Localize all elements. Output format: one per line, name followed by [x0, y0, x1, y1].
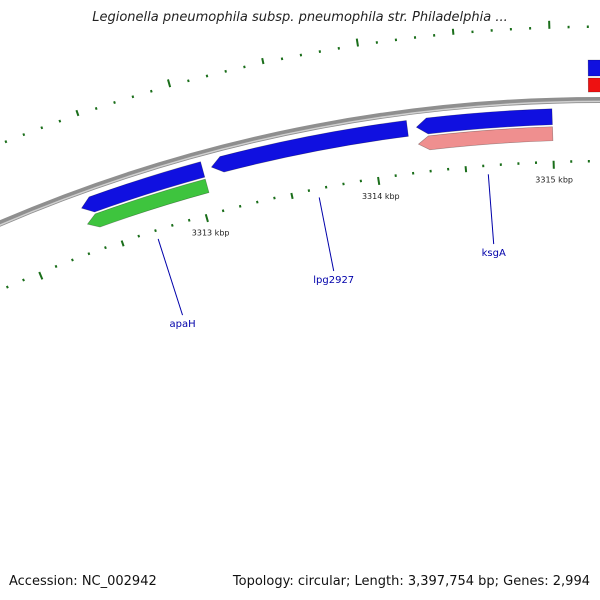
scale-tick — [131, 95, 135, 99]
gene-arrow-ksgA — [415, 108, 553, 135]
gene-arrow-panD-cds — [587, 77, 600, 93]
scale-tick — [4, 140, 8, 144]
scale-tick — [75, 109, 80, 117]
scale-tick — [187, 79, 190, 83]
scale-tick — [187, 218, 191, 222]
scale-tick — [38, 271, 44, 280]
scale-tick — [154, 229, 157, 233]
scale-tick — [120, 240, 125, 247]
genome-summary-text: Topology: circular; Length: 3,397,754 bp… — [232, 574, 590, 589]
scale-tick — [205, 74, 209, 78]
scale-tick — [204, 213, 209, 223]
genome-backbone-highlight — [0, 100, 600, 226]
scale-tick — [58, 119, 62, 123]
scale-tick — [40, 126, 44, 130]
scale-tick — [71, 258, 74, 262]
scale-tick — [238, 204, 242, 208]
scale-tick — [221, 209, 225, 213]
scale-tick — [224, 69, 227, 73]
gene-label-apaH: apaH — [169, 319, 195, 330]
scale-tick — [22, 278, 25, 282]
scale-tick — [290, 192, 294, 200]
scale-tick — [5, 285, 9, 289]
scale-tick — [273, 196, 276, 200]
scale-tick — [256, 200, 259, 204]
gene-arrow-apaH — [81, 161, 206, 213]
scale-label: 3313 kbp — [192, 229, 230, 238]
gene-arrow-apaH-cds — [86, 178, 210, 228]
gene-labels: apaHlpg2927ksgApanDtatClpg2931ubiByigC — [157, 174, 506, 330]
gene-arrow-ksgA-cds — [417, 126, 554, 151]
scale-tick — [137, 234, 141, 238]
scale-tick — [54, 264, 58, 268]
scale-label: 3314 kbp — [362, 192, 400, 201]
scale-tick — [355, 38, 359, 47]
scale-label: 3315 kbp — [535, 176, 573, 185]
scale-tick — [22, 133, 26, 137]
scale-tick — [113, 101, 116, 105]
leader-line — [318, 197, 335, 272]
gene-track — [81, 59, 600, 228]
scale-tick — [451, 28, 455, 35]
gene-label-lpg2927: lpg2927 — [313, 275, 354, 286]
scale-tick — [167, 79, 172, 88]
gene-label-ksgA: ksgA — [482, 248, 506, 259]
outer-tick-ring — [4, 20, 589, 144]
scale-tick — [149, 89, 153, 93]
scale-tick — [261, 57, 265, 65]
accession-text: Accession: NC_002942 — [9, 574, 157, 589]
scale-tick — [170, 223, 174, 227]
leader-line — [487, 174, 495, 245]
scale-tick — [87, 252, 91, 256]
genome-backbone — [0, 97, 600, 227]
gene-arrow-panD — [587, 59, 600, 77]
scale-tick — [94, 106, 98, 110]
scale-tick — [243, 65, 246, 69]
gene-arrow-lpg2927 — [210, 120, 409, 173]
scale-tick — [464, 166, 468, 173]
scale-tick — [377, 176, 381, 186]
inner-tick-ring — [5, 160, 590, 289]
leader-line — [157, 238, 184, 316]
scale-tick — [104, 246, 107, 250]
map-title: Legionella pneumophila subsp. pneumophil… — [92, 10, 508, 25]
